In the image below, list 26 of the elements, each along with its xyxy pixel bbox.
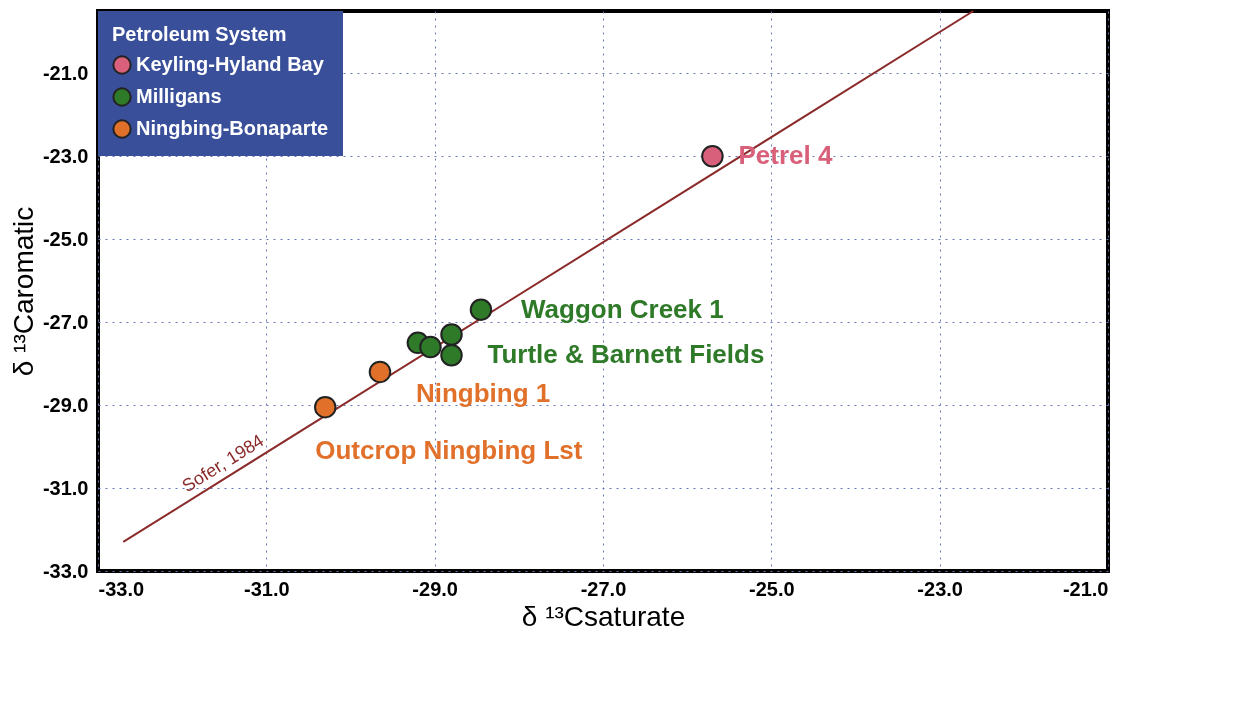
x-tick-label: -25.0 — [749, 577, 795, 600]
annotation: Ningbing 1 — [415, 377, 551, 408]
y-tick-label: -29.0 — [42, 393, 89, 416]
x-tick-label: -27.0 — [580, 577, 627, 600]
y-tick-label: -21.0 — [42, 61, 89, 84]
x-tick-label: -23.0 — [917, 577, 963, 600]
annotation: Turtle & Barnett Fields — [487, 339, 765, 369]
y-tick-label: -25.0 — [42, 227, 89, 250]
text: Sofer, 1984 — [178, 430, 268, 497]
y-tick-label: -31.0 — [42, 476, 89, 499]
y-tick-label: -33.0 — [42, 559, 89, 582]
x-tick-label: -21.0 — [1062, 577, 1109, 600]
y-axis-title: δ ¹³Caromatic — [7, 206, 39, 377]
y-tick-label: -23.0 — [42, 144, 89, 167]
x-tick-label: -33.0 — [98, 577, 145, 600]
x-axis-title: δ ¹³Csaturate — [521, 600, 686, 632]
annotation: Petrel 4 — [738, 140, 833, 171]
annotation: Waggon Creek 1 — [520, 293, 724, 324]
y-tick-label: -27.0 — [42, 310, 89, 333]
legend-label: Ningbing-Bonaparte — [136, 117, 329, 139]
legend-label: Milligans — [136, 85, 222, 107]
legend-label: Keyling-Hyland Bay — [136, 53, 325, 75]
annotation: Outcrop Ningbing Lst — [315, 435, 583, 466]
legend-title: Petroleum System — [112, 23, 287, 45]
x-tick-label: -31.0 — [244, 577, 290, 600]
x-tick-label: -29.0 — [412, 577, 458, 600]
